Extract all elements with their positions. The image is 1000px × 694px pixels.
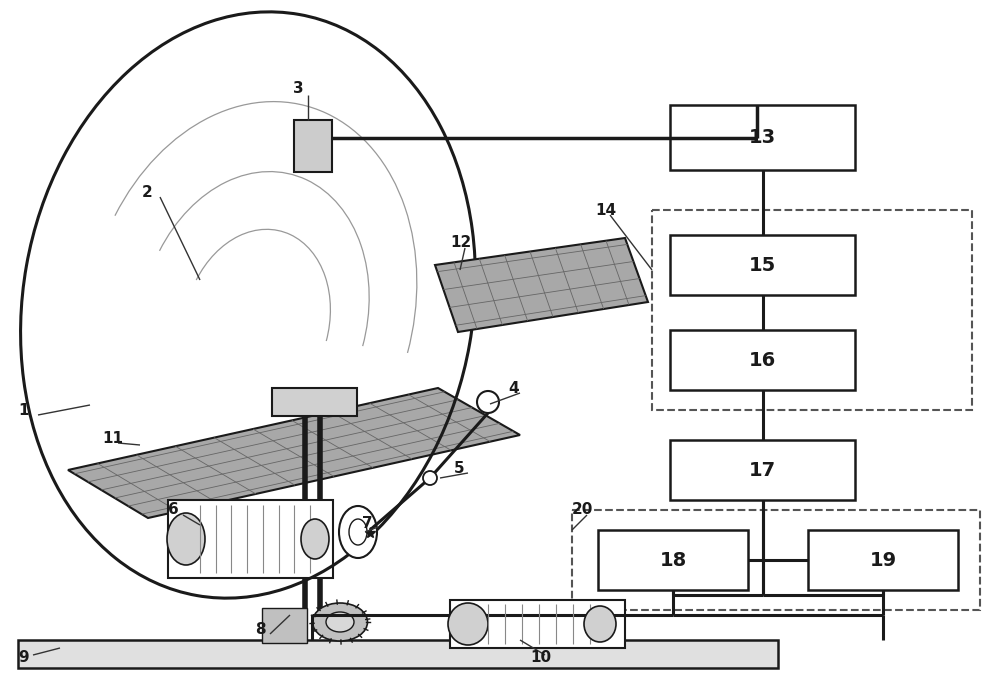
Text: 9: 9: [18, 650, 29, 666]
Bar: [670, 330, 855, 390]
Polygon shape: [68, 388, 520, 518]
Bar: [272, 388, 357, 416]
Text: 5: 5: [454, 461, 465, 475]
Text: 17: 17: [749, 461, 776, 480]
Text: 2: 2: [142, 185, 153, 199]
Text: 19: 19: [869, 550, 897, 570]
Bar: [294, 120, 332, 172]
Text: 11: 11: [102, 430, 123, 446]
Text: 4: 4: [508, 380, 519, 396]
Ellipse shape: [167, 513, 205, 565]
Text: 10: 10: [530, 650, 551, 666]
Bar: [450, 600, 625, 648]
Ellipse shape: [326, 612, 354, 632]
Text: 1: 1: [18, 403, 28, 418]
Ellipse shape: [448, 603, 488, 645]
Text: 20: 20: [572, 502, 593, 518]
Bar: [670, 235, 855, 295]
Bar: [670, 440, 855, 500]
Ellipse shape: [339, 506, 377, 558]
Text: 18: 18: [659, 550, 687, 570]
Ellipse shape: [423, 471, 437, 485]
Text: 6: 6: [168, 502, 179, 518]
Text: 12: 12: [450, 235, 471, 250]
Bar: [670, 105, 855, 170]
Bar: [652, 210, 972, 410]
Bar: [572, 510, 980, 610]
Ellipse shape: [21, 12, 475, 598]
Bar: [168, 500, 333, 578]
Ellipse shape: [584, 606, 616, 642]
Ellipse shape: [312, 603, 368, 641]
Text: 14: 14: [595, 203, 616, 217]
Bar: [598, 530, 748, 590]
Ellipse shape: [301, 519, 329, 559]
Text: 15: 15: [749, 255, 776, 275]
Text: 16: 16: [749, 350, 776, 369]
Text: 8: 8: [255, 623, 266, 638]
Polygon shape: [435, 238, 648, 332]
Bar: [18, 640, 778, 668]
Bar: [262, 608, 307, 643]
Text: 13: 13: [749, 128, 776, 147]
Ellipse shape: [349, 519, 367, 545]
Text: 7: 7: [362, 516, 373, 532]
Text: 3: 3: [293, 81, 304, 96]
Ellipse shape: [477, 391, 499, 413]
Bar: [808, 530, 958, 590]
